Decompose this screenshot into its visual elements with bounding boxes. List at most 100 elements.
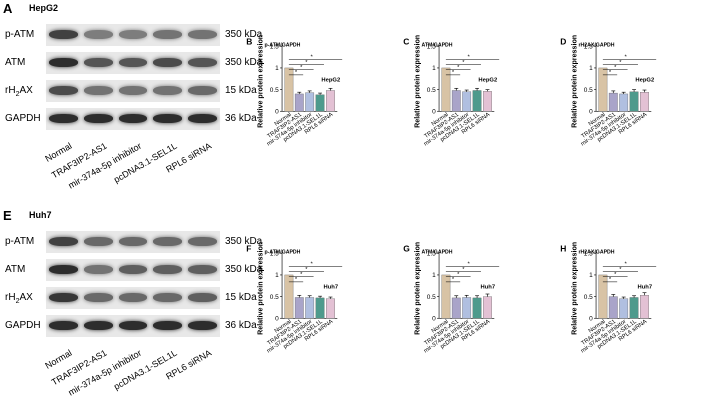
protein-band xyxy=(49,321,78,330)
western-blot-huh7: E Huh7 p-ATM 350 kDa ATM 350 kDa rH2AX 15 kDa GA… xyxy=(0,207,320,412)
bar xyxy=(629,297,639,319)
bar xyxy=(315,94,325,112)
bar xyxy=(305,297,315,319)
cell-line-label: HepG2 xyxy=(321,77,341,83)
y-axis-label: Relative protein expression xyxy=(571,35,579,128)
bar xyxy=(326,90,335,112)
panel-letter: F xyxy=(246,243,251,253)
chart-title: rH2AX/GAPDH xyxy=(579,249,615,255)
bar xyxy=(315,297,325,319)
protein-band xyxy=(118,265,148,274)
bar xyxy=(619,93,629,112)
panel-letter: G xyxy=(403,243,410,253)
molecular-weight-label: 15 kDa xyxy=(225,292,257,303)
blot-strip xyxy=(46,80,220,102)
bar xyxy=(462,91,472,112)
y-axis-label: Relative protein expression xyxy=(571,242,579,335)
bar xyxy=(598,67,608,112)
protein-band xyxy=(188,237,217,246)
panel-letter: B xyxy=(246,36,252,46)
y-tick-label: 0.5 xyxy=(270,294,279,301)
bar xyxy=(640,92,649,112)
y-tick-label: 0 xyxy=(432,109,436,116)
chart-title: ATM/GAPDH xyxy=(422,249,453,255)
cell-line-label: Huh7 xyxy=(480,284,495,290)
protein-label: rH2AX xyxy=(5,85,33,98)
protein-band xyxy=(83,265,113,274)
y-tick-label: 1.5 xyxy=(427,251,436,258)
protein-band xyxy=(188,58,217,67)
significance-marker: * xyxy=(452,70,455,76)
panel-letter: A xyxy=(3,1,13,16)
protein-band xyxy=(188,265,217,274)
western-blot-hepg2: A HepG2 p-ATM 350 kDa ATM 350 kDa rH2AX 15 kDa G… xyxy=(0,0,320,205)
bar xyxy=(608,296,618,319)
bar xyxy=(483,296,492,319)
y-axis-label: Relative protein expression xyxy=(414,35,422,128)
protein-band xyxy=(118,293,148,302)
significance-marker: * xyxy=(609,277,612,283)
molecular-weight-label: 350 kDa xyxy=(225,264,263,275)
chart-title: ATM/GAPDH xyxy=(422,42,453,48)
y-tick-label: 0 xyxy=(432,316,436,323)
protein-label: GAPDH xyxy=(5,320,41,331)
protein-band xyxy=(188,293,217,302)
significance-marker: * xyxy=(467,55,470,61)
y-tick-label: 1 xyxy=(432,272,436,279)
protein-band xyxy=(153,86,183,95)
significance-marker: * xyxy=(467,262,470,268)
protein-band xyxy=(49,293,78,302)
protein-band xyxy=(188,114,217,123)
protein-band xyxy=(118,114,148,123)
panel-letter: E xyxy=(3,208,12,223)
protein-label: p-ATM xyxy=(5,29,35,40)
protein-band xyxy=(83,237,113,246)
y-axis-label: Relative protein expression xyxy=(257,35,265,128)
protein-band xyxy=(153,265,183,274)
y-tick-label: 0 xyxy=(275,316,279,323)
protein-band xyxy=(83,58,113,67)
protein-band xyxy=(153,237,183,246)
protein-band xyxy=(49,58,78,67)
bar xyxy=(462,297,472,319)
blot-strip xyxy=(46,52,220,74)
y-tick-label: 0 xyxy=(589,109,593,116)
panel-letter: D xyxy=(560,36,566,46)
protein-band xyxy=(118,237,148,246)
cell-line-label: HepG2 xyxy=(635,77,655,83)
significance-marker: * xyxy=(462,267,465,273)
molecular-weight-label: 350 kDa xyxy=(225,29,263,40)
protein-band xyxy=(49,30,78,39)
significance-marker: * xyxy=(624,55,627,61)
protein-label: rH2AX xyxy=(5,292,33,305)
y-tick-label: 0.5 xyxy=(427,294,436,301)
protein-band xyxy=(49,265,78,274)
bar xyxy=(451,297,461,319)
significance-marker: * xyxy=(310,262,313,268)
bar xyxy=(294,93,304,112)
chart-title: rH2AX/GAPDH xyxy=(579,42,615,48)
bar xyxy=(284,274,294,319)
significance-marker: * xyxy=(300,272,303,278)
protein-band xyxy=(188,321,217,330)
bar xyxy=(629,91,639,112)
y-tick-label: 1.5 xyxy=(584,44,593,51)
significance-marker: * xyxy=(614,272,617,278)
bar xyxy=(305,92,315,112)
blot-strip xyxy=(46,315,220,337)
significance-marker: * xyxy=(457,65,460,71)
protein-band xyxy=(118,58,148,67)
significance-marker: * xyxy=(295,70,298,76)
significance-marker: * xyxy=(457,272,460,278)
y-tick-label: 0.5 xyxy=(584,294,593,301)
bar xyxy=(294,297,304,319)
protein-band xyxy=(153,114,183,123)
bar xyxy=(619,298,629,319)
protein-band xyxy=(153,58,183,67)
y-tick-label: 0.5 xyxy=(427,87,436,94)
